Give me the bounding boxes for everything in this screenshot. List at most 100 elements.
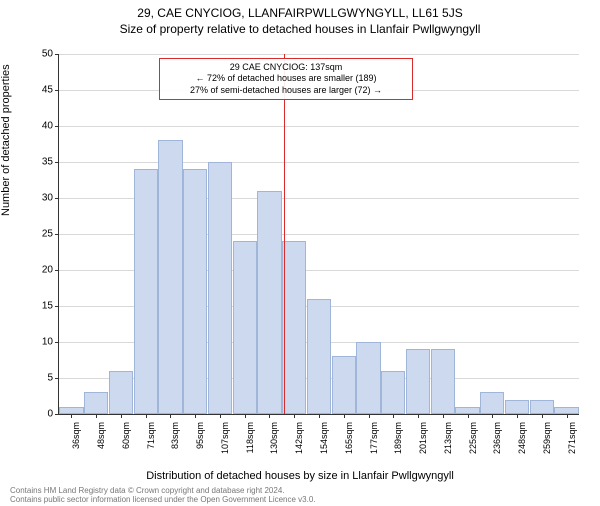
annotation-line-smaller: ← 72% of detached houses are smaller (18… <box>166 73 406 84</box>
x-axis-label: Distribution of detached houses by size … <box>0 470 600 482</box>
x-tick-label: 71sqm <box>146 422 156 462</box>
footer-attribution: Contains HM Land Registry data © Crown c… <box>10 486 316 504</box>
y-tick-label: 15 <box>31 301 53 312</box>
y-tick-label: 5 <box>31 373 53 384</box>
page-subtitle: Size of property relative to detached ho… <box>0 22 600 36</box>
annotation-title: 29 CAE CNYCIOG: 137sqm <box>166 62 406 73</box>
x-tick <box>294 414 295 418</box>
x-tick-label: 225sqm <box>468 422 478 462</box>
grid-line <box>59 126 579 127</box>
x-tick-label: 142sqm <box>294 422 304 462</box>
x-tick <box>369 414 370 418</box>
y-tick <box>55 414 59 415</box>
y-tick <box>55 234 59 235</box>
x-tick-label: 213sqm <box>443 422 453 462</box>
y-tick-label: 40 <box>31 121 53 132</box>
x-tick <box>542 414 543 418</box>
property-marker-line <box>284 54 285 414</box>
histogram-bar <box>332 356 356 414</box>
y-tick-label: 35 <box>31 157 53 168</box>
x-tick <box>517 414 518 418</box>
x-tick <box>195 414 196 418</box>
x-tick-label: 189sqm <box>393 422 403 462</box>
x-tick-label: 154sqm <box>319 422 329 462</box>
x-tick-label: 107sqm <box>220 422 230 462</box>
x-tick-label: 259sqm <box>542 422 552 462</box>
x-tick <box>492 414 493 418</box>
x-tick-label: 60sqm <box>121 422 131 462</box>
histogram-bar <box>530 400 554 414</box>
page-title: 29, CAE CNYCIOG, LLANFAIRPWLLGWYNGYLL, L… <box>0 6 600 20</box>
x-tick <box>245 414 246 418</box>
histogram-bar <box>257 191 281 414</box>
x-tick <box>71 414 72 418</box>
histogram-bar <box>480 392 504 414</box>
histogram-bar <box>554 407 578 414</box>
x-tick <box>96 414 97 418</box>
x-tick-label: 95sqm <box>195 422 205 462</box>
histogram-bar <box>109 371 133 414</box>
grid-line <box>59 54 579 55</box>
x-tick-label: 83sqm <box>170 422 180 462</box>
x-tick <box>468 414 469 418</box>
y-tick-label: 50 <box>31 49 53 60</box>
x-tick-label: 130sqm <box>269 422 279 462</box>
histogram-bar <box>208 162 232 414</box>
y-tick <box>55 378 59 379</box>
histogram-bar <box>233 241 257 414</box>
x-tick <box>269 414 270 418</box>
y-tick <box>55 306 59 307</box>
x-tick-label: 201sqm <box>418 422 428 462</box>
x-tick-label: 48sqm <box>96 422 106 462</box>
x-tick-label: 165sqm <box>344 422 354 462</box>
histogram-bar <box>307 299 331 414</box>
x-tick <box>146 414 147 418</box>
annotation-box: 29 CAE CNYCIOG: 137sqm← 72% of detached … <box>159 58 413 100</box>
histogram-bar <box>505 400 529 414</box>
footer-line2: Contains public sector information licen… <box>10 495 316 504</box>
histogram-bar <box>406 349 430 414</box>
x-tick <box>170 414 171 418</box>
y-tick <box>55 198 59 199</box>
x-tick-label: 36sqm <box>71 422 81 462</box>
grid-line <box>59 162 579 163</box>
y-tick-label: 20 <box>31 265 53 276</box>
x-tick-label: 248sqm <box>517 422 527 462</box>
y-tick-label: 10 <box>31 337 53 348</box>
x-tick <box>443 414 444 418</box>
x-tick <box>319 414 320 418</box>
histogram-bar <box>431 349 455 414</box>
x-tick <box>393 414 394 418</box>
histogram-bar <box>282 241 306 414</box>
x-tick <box>121 414 122 418</box>
y-tick-label: 25 <box>31 229 53 240</box>
x-tick-label: 236sqm <box>492 422 502 462</box>
footer-line1: Contains HM Land Registry data © Crown c… <box>10 486 316 495</box>
histogram-bar <box>381 371 405 414</box>
y-tick <box>55 54 59 55</box>
y-tick <box>55 90 59 91</box>
x-tick <box>220 414 221 418</box>
y-tick-label: 0 <box>31 409 53 420</box>
histogram-bar <box>455 407 479 414</box>
y-tick <box>55 162 59 163</box>
y-tick-label: 30 <box>31 193 53 204</box>
y-axis-label: Number of detached properties <box>0 64 12 216</box>
x-tick <box>344 414 345 418</box>
annotation-line-larger: 27% of semi-detached houses are larger (… <box>166 85 406 96</box>
histogram-bar <box>158 140 182 414</box>
x-tick-label: 177sqm <box>369 422 379 462</box>
x-tick <box>567 414 568 418</box>
x-tick-label: 271sqm <box>567 422 577 462</box>
histogram-bar <box>134 169 158 414</box>
y-tick-label: 45 <box>31 85 53 96</box>
y-tick <box>55 270 59 271</box>
y-tick <box>55 126 59 127</box>
histogram-bar <box>356 342 380 414</box>
y-tick <box>55 342 59 343</box>
histogram-chart: 0510152025303540455036sqm48sqm60sqm71sqm… <box>58 54 579 415</box>
histogram-bar <box>183 169 207 414</box>
histogram-bar <box>59 407 83 414</box>
x-tick-label: 118sqm <box>245 422 255 462</box>
x-tick <box>418 414 419 418</box>
